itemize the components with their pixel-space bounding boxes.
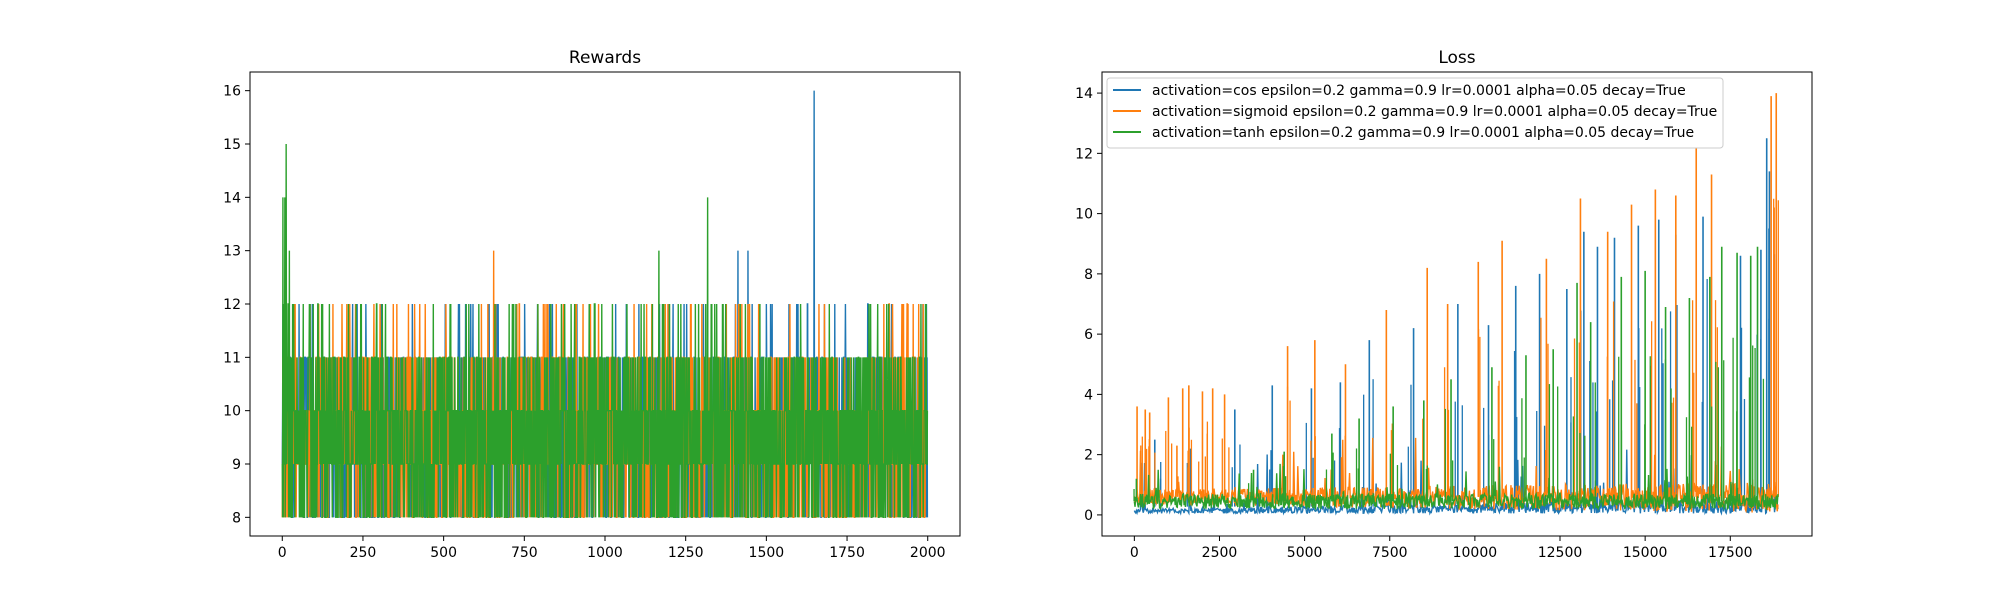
loss-y-tick-label: 0 — [1084, 508, 1093, 524]
loss-x-tick-label: 12500 — [1538, 545, 1583, 561]
loss-axes-frame — [1101, 71, 1813, 537]
rewards-y-tick-label: 8 — [232, 510, 241, 526]
loss-legend: activation=cos epsilon=0.2 gamma=0.9 lr=… — [1106, 77, 1724, 149]
rewards-x-tick-label: 1750 — [829, 545, 865, 561]
loss-y-tick-label: 12 — [1075, 146, 1093, 162]
loss-x-tick-label: 17500 — [1708, 545, 1753, 561]
loss-y-tick-label: 8 — [1084, 267, 1093, 283]
rewards-y-tick-label: 15 — [223, 137, 241, 153]
loss-x-tick-label: 2500 — [1202, 545, 1238, 561]
rewards-x-axis: 0 250 500 750 1000 1250 1500 1750 2000 — [278, 536, 946, 561]
rewards-y-tick-label: 11 — [223, 350, 241, 366]
rewards-y-tick-label: 12 — [223, 297, 241, 313]
loss-y-axis: 0 2 4 6 8 10 12 14 — [1075, 86, 1102, 524]
loss-y-tick-label: 4 — [1084, 387, 1093, 403]
rewards-x-tick-label: 1250 — [668, 545, 704, 561]
loss-y-tick-label: 10 — [1075, 207, 1093, 223]
rewards-y-tick-label: 10 — [223, 404, 241, 420]
rewards-axes-frame — [249, 71, 961, 537]
loss-series-cos-band — [1133, 449, 1779, 516]
loss-x-tick-label: 10000 — [1453, 545, 1498, 561]
rewards-chart-title: Rewards — [569, 48, 641, 68]
legend-label-tanh: activation=tanh epsilon=0.2 gamma=0.9 lr… — [1152, 125, 1694, 141]
loss-y-tick-label: 2 — [1084, 448, 1093, 464]
rewards-chart: Rewards 0 250 500 750 1000 1250 1500 1750 2000 8… — [223, 48, 961, 561]
rewards-series-tanh — [281, 143, 929, 519]
loss-x-tick-label: 7500 — [1372, 545, 1408, 561]
loss-x-tick-label: 5000 — [1287, 545, 1323, 561]
loss-x-tick-label: 0 — [1130, 545, 1139, 561]
rewards-y-tick-label: 16 — [223, 84, 241, 100]
legend-label-cos: activation=cos epsilon=0.2 gamma=0.9 lr=… — [1152, 83, 1686, 99]
rewards-x-tick-label: 750 — [511, 545, 538, 561]
rewards-x-tick-label: 1500 — [749, 545, 785, 561]
loss-plot-area — [1133, 93, 1779, 516]
rewards-y-tick-label: 13 — [223, 244, 241, 260]
loss-y-tick-label: 6 — [1084, 327, 1093, 343]
loss-y-tick-label: 14 — [1075, 86, 1093, 102]
loss-chart: Loss 0 2500 5000 7500 10000 12500 15000 17500 0… — [1075, 48, 1813, 561]
loss-chart-title: Loss — [1438, 48, 1475, 68]
legend-label-sigmoid: activation=sigmoid epsilon=0.2 gamma=0.9… — [1152, 104, 1717, 120]
rewards-y-tick-label: 14 — [223, 190, 241, 206]
rewards-x-tick-label: 0 — [278, 545, 287, 561]
loss-series-tanh-band — [1133, 463, 1779, 512]
rewards-x-tick-label: 250 — [350, 545, 377, 561]
rewards-y-tick-label: 9 — [232, 457, 241, 473]
loss-x-tick-label: 15000 — [1623, 545, 1668, 561]
rewards-x-tick-label: 500 — [430, 545, 457, 561]
rewards-y-axis: 8 9 10 11 12 13 14 15 16 — [223, 84, 250, 526]
rewards-plot-area — [281, 90, 929, 519]
rewards-x-tick-label: 1000 — [587, 545, 623, 561]
rewards-x-tick-label: 2000 — [910, 545, 946, 561]
loss-x-axis: 0 2500 5000 7500 10000 12500 15000 17500 — [1130, 536, 1753, 561]
legend-box — [1106, 77, 1724, 149]
